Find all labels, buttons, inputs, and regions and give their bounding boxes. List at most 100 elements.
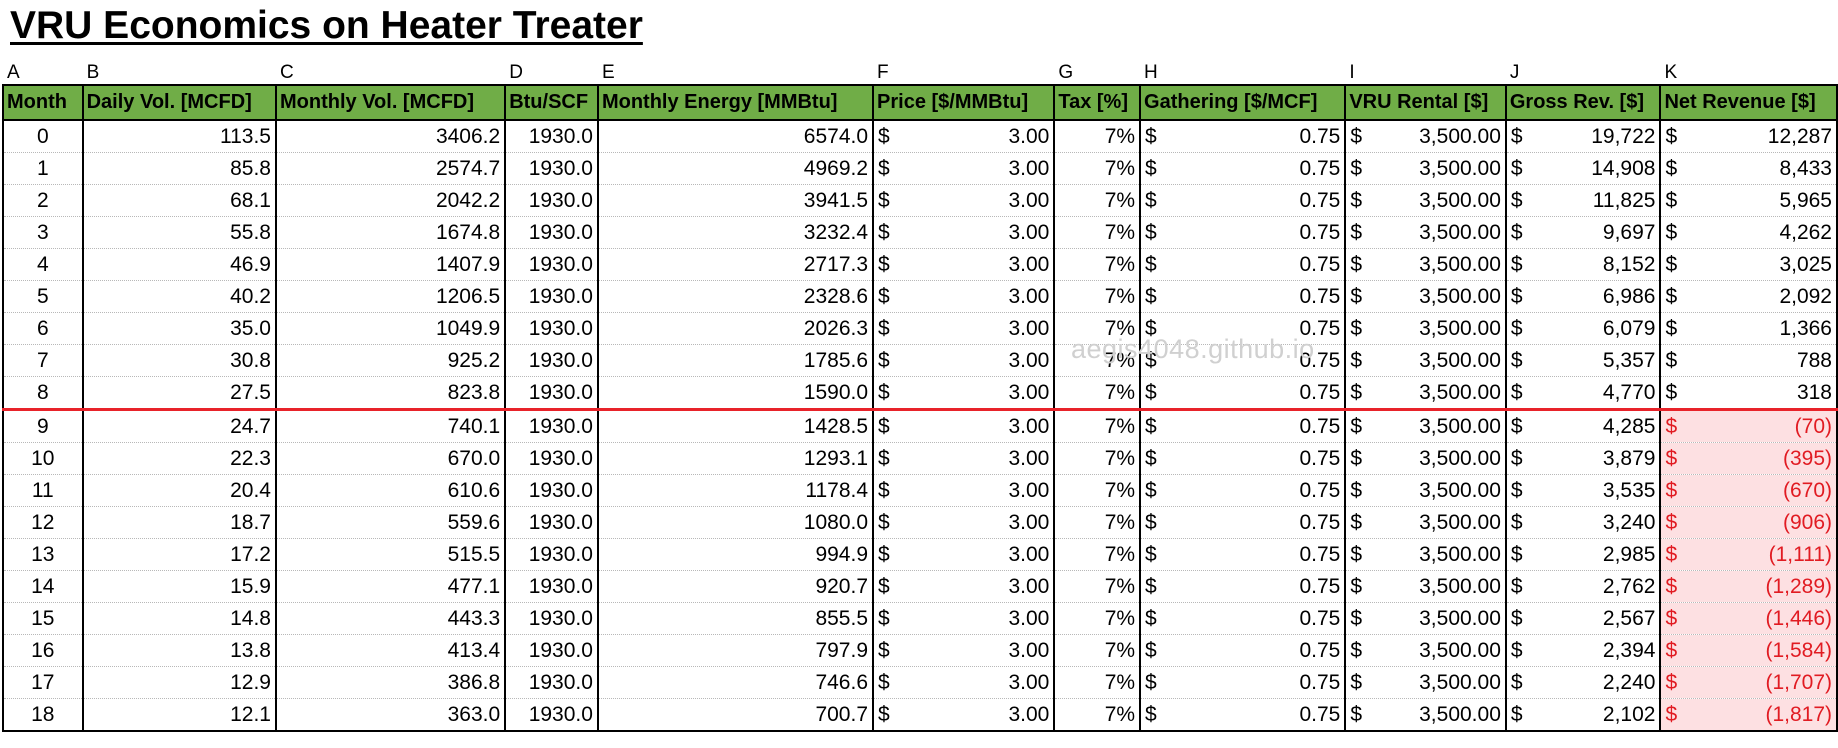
cell-gathering[interactable]: $0.75 [1139,152,1347,185]
cell-tax[interactable]: 7% [1053,570,1142,603]
cell-btu[interactable]: 1930.0 [504,634,599,667]
header-monthly-vol[interactable]: Monthly Vol. [MCFD] [274,84,507,121]
cell-btu[interactable]: 1930.0 [504,312,599,345]
cell-monthly-energy[interactable]: 1293.1 [596,442,875,475]
cell-gross-rev[interactable]: $11,825 [1504,184,1662,217]
cell-gross-rev[interactable]: $19,722 [1504,120,1662,153]
cell-daily-vol[interactable]: 40.2 [81,280,277,313]
cell-monthly-vol[interactable]: 477.1 [274,570,507,603]
cell-btu[interactable]: 1930.0 [504,280,599,313]
cell-price[interactable]: $3.00 [872,152,1056,185]
cell-price[interactable]: $3.00 [872,634,1056,667]
cell-daily-vol[interactable]: 18.7 [81,506,277,539]
cell-monthly-energy[interactable]: 1080.0 [596,506,875,539]
cell-net-revenue[interactable]: $ (70) [1659,409,1838,443]
cell-price[interactable]: $3.00 [872,312,1056,345]
cell-tax[interactable]: 7% [1053,698,1142,732]
header-vru-rental[interactable]: VRU Rental [$] [1344,84,1507,121]
cell-tax[interactable]: 7% [1053,409,1142,443]
cell-net-revenue[interactable]: $318 [1659,376,1838,411]
cell-month[interactable]: 2 [2,184,84,217]
cell-tax[interactable]: 7% [1053,184,1142,217]
cell-daily-vol[interactable]: 24.7 [81,409,277,443]
cell-month[interactable]: 4 [2,248,84,281]
cell-monthly-vol[interactable]: 363.0 [274,698,507,732]
cell-net-revenue[interactable]: $5,965 [1659,184,1838,217]
header-price[interactable]: Price [$/MMBtu] [872,84,1056,121]
cell-btu[interactable]: 1930.0 [504,184,599,217]
cell-gross-rev[interactable]: $9,697 [1504,216,1662,249]
cell-gathering[interactable]: $0.75 [1139,312,1347,345]
cell-gross-rev[interactable]: $6,986 [1504,280,1662,313]
cell-net-revenue[interactable]: $ (1,446) [1659,602,1838,635]
cell-price[interactable]: $3.00 [872,442,1056,475]
cell-price[interactable]: $3.00 [872,506,1056,539]
cell-gross-rev[interactable]: $3,879 [1504,442,1662,475]
cell-monthly-vol[interactable]: 413.4 [274,634,507,667]
cell-daily-vol[interactable]: 17.2 [81,538,277,571]
cell-gathering[interactable]: $0.75 [1139,248,1347,281]
cell-monthly-energy[interactable]: 797.9 [596,634,875,667]
cell-vru-rental[interactable]: $3,500.00 [1344,474,1507,507]
cell-price[interactable]: $3.00 [872,602,1056,635]
cell-gross-rev[interactable]: $4,770 [1504,376,1662,411]
header-month[interactable]: Month [2,84,84,121]
cell-btu[interactable]: 1930.0 [504,442,599,475]
header-monthly-energy[interactable]: Monthly Energy [MMBtu] [596,84,875,121]
cell-monthly-vol[interactable]: 670.0 [274,442,507,475]
cell-tax[interactable]: 7% [1053,474,1142,507]
cell-daily-vol[interactable]: 14.8 [81,602,277,635]
cell-net-revenue[interactable]: $ (1,289) [1659,570,1838,603]
cell-month[interactable]: 15 [2,602,84,635]
cell-net-revenue[interactable]: $ (1,707) [1659,666,1838,699]
cell-tax[interactable]: 7% [1053,376,1142,411]
cell-gathering[interactable]: $0.75 [1139,344,1347,377]
cell-btu[interactable]: 1930.0 [504,248,599,281]
cell-monthly-vol[interactable]: 559.6 [274,506,507,539]
cell-monthly-energy[interactable]: 746.6 [596,666,875,699]
cell-vru-rental[interactable]: $3,500.00 [1344,698,1507,732]
cell-price[interactable]: $3.00 [872,184,1056,217]
cell-gross-rev[interactable]: $14,908 [1504,152,1662,185]
cell-month[interactable]: 18 [2,698,84,732]
cell-monthly-vol[interactable]: 1674.8 [274,216,507,249]
cell-price[interactable]: $3.00 [872,538,1056,571]
cell-net-revenue[interactable]: $ (1,111) [1659,538,1838,571]
cell-gross-rev[interactable]: $5,357 [1504,344,1662,377]
cell-tax[interactable]: 7% [1053,120,1142,153]
cell-price[interactable]: $3.00 [872,376,1056,411]
cell-month[interactable]: 9 [2,409,84,443]
cell-tax[interactable]: 7% [1053,442,1142,475]
cell-tax[interactable]: 7% [1053,280,1142,313]
cell-month[interactable]: 17 [2,666,84,699]
cell-gathering[interactable]: $0.75 [1139,634,1347,667]
cell-gross-rev[interactable]: $2,567 [1504,602,1662,635]
cell-monthly-energy[interactable]: 3232.4 [596,216,875,249]
cell-tax[interactable]: 7% [1053,312,1142,345]
cell-btu[interactable]: 1930.0 [504,152,599,185]
cell-net-revenue[interactable]: $ (1,817) [1659,698,1838,732]
cell-btu[interactable]: 1930.0 [504,698,599,732]
cell-monthly-energy[interactable]: 700.7 [596,698,875,732]
cell-vru-rental[interactable]: $3,500.00 [1344,248,1507,281]
cell-net-revenue[interactable]: $12,287 [1659,120,1838,153]
cell-tax[interactable]: 7% [1053,602,1142,635]
cell-monthly-energy[interactable]: 6574.0 [596,120,875,153]
cell-monthly-vol[interactable]: 2042.2 [274,184,507,217]
cell-vru-rental[interactable]: $3,500.00 [1344,184,1507,217]
cell-monthly-vol[interactable]: 2574.7 [274,152,507,185]
header-gross-rev[interactable]: Gross Rev. [$] [1504,84,1662,121]
cell-daily-vol[interactable]: 68.1 [81,184,277,217]
cell-net-revenue[interactable]: $ (1,584) [1659,634,1838,667]
cell-vru-rental[interactable]: $3,500.00 [1344,409,1507,443]
cell-gathering[interactable]: $0.75 [1139,409,1347,443]
cell-gross-rev[interactable]: $3,240 [1504,506,1662,539]
cell-monthly-vol[interactable]: 443.3 [274,602,507,635]
cell-gathering[interactable]: $0.75 [1139,280,1347,313]
cell-vru-rental[interactable]: $3,500.00 [1344,634,1507,667]
cell-gross-rev[interactable]: $2,102 [1504,698,1662,732]
cell-btu[interactable]: 1930.0 [504,506,599,539]
cell-vru-rental[interactable]: $3,500.00 [1344,216,1507,249]
cell-price[interactable]: $3.00 [872,666,1056,699]
header-daily-vol[interactable]: Daily Vol. [MCFD] [81,84,277,121]
